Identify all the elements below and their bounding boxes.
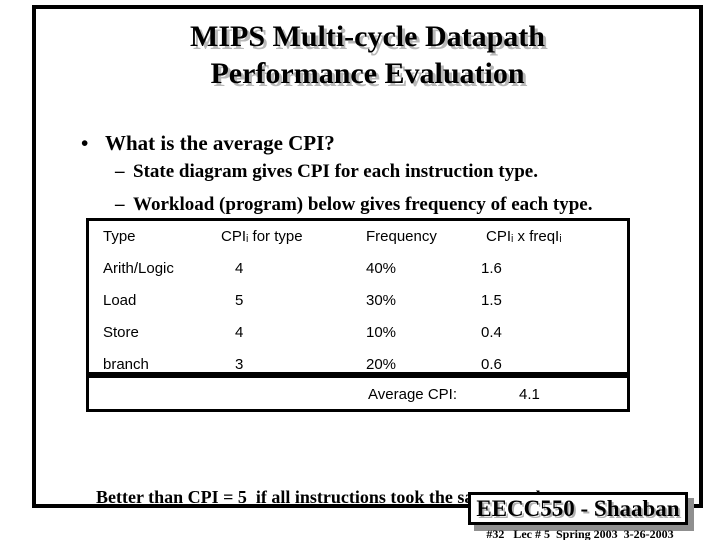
sub-bullet-workload: – Workload (program) below gives frequenc… [96,172,592,238]
slide-border [32,5,703,508]
cell-frequency: 40% [366,260,397,277]
sub-bullet-state-diagram: – State diagram gives CPI for each instru… [96,139,538,205]
bullet-question: • What is the average CPI? [60,106,335,181]
col-header-frequency: Frequency [366,228,437,245]
cell-cpi: 5 [235,292,244,309]
bullet-text: What is the average CPI? [105,131,335,155]
cell-cpi: 4 [235,260,244,277]
cpi-table: Type CPIᵢ for type Frequency CPIᵢ x freq… [86,218,630,375]
table-header-row: Type CPIᵢ for type Frequency CPIᵢ x freq… [89,228,627,250]
footer-meta: #32 Lec # 5 Spring 2003 3-26-2003 [486,527,674,540]
table-row-store: Store 4 10% 0.4 [89,324,627,346]
title-line-2: Performance Evaluation [210,57,525,90]
cell-frequency: 20% [366,356,397,373]
cell-type: Store [103,324,139,341]
cell-frequency: 10% [366,324,397,341]
table-row-arith-logic: Arith/Logic 4 40% 1.6 [89,260,627,282]
cell-type: branch [103,356,149,373]
average-cpi-box: Average CPI: 4.1 [86,375,630,412]
footer-course-box: EECC550 - Shaaban [468,492,688,525]
cell-type: Arith/Logic [103,260,174,277]
bullet-icon: • [81,131,89,155]
cell-type: Load [103,292,137,309]
cell-frequency: 30% [366,292,397,309]
cell-cpi: 3 [235,356,244,373]
average-cpi-label: Average CPI: [368,386,457,403]
dash-icon: – [115,161,125,182]
col-header-cpi-x-freq: CPIᵢ x freqIᵢ [486,228,562,245]
title-line-1: MIPS Multi-cycle Datapath [190,20,545,53]
cell-product: 1.6 [481,260,502,277]
page-title: MIPS Multi-cycle Datapath Performance Ev… [32,18,703,92]
col-header-cpi: CPIᵢ for type [221,228,303,245]
sub-bullet-text: State diagram gives CPI for each instruc… [133,161,538,182]
table-row-branch: branch 3 20% 0.6 [89,356,627,378]
table-row-load: Load 5 30% 1.5 [89,292,627,314]
sub-bullet-text: Workload (program) below gives frequency… [133,194,593,215]
footer-course-label: EECC550 - Shaaban [476,496,680,521]
cell-product: 1.5 [481,292,502,309]
col-header-type: Type [103,228,136,245]
cell-product: 0.4 [481,324,502,341]
cell-cpi: 4 [235,324,244,341]
cell-product: 0.6 [481,356,502,373]
dash-icon: – [115,194,125,215]
average-cpi-value: 4.1 [519,386,540,403]
